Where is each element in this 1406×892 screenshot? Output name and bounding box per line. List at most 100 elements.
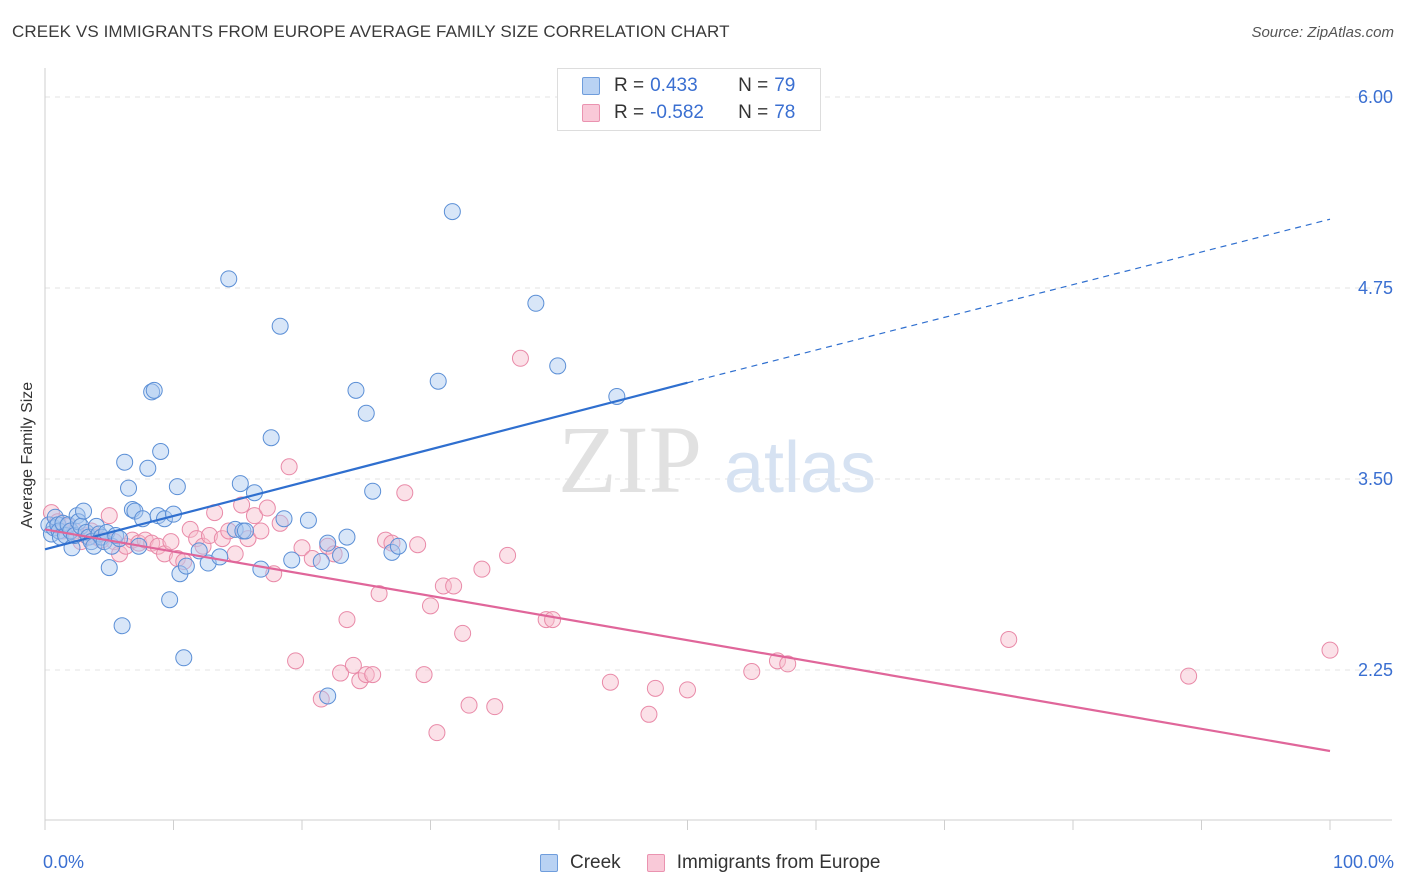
y-axis-label: Average Family Size	[19, 381, 36, 529]
europe-point	[779, 655, 797, 673]
series-legend: Creek Immigrants from Europe	[540, 852, 906, 874]
creek-point	[168, 478, 186, 496]
creek-point	[139, 459, 157, 477]
europe-point	[396, 484, 414, 502]
europe-point	[544, 611, 562, 629]
creek-point	[75, 502, 93, 520]
europe-point	[344, 656, 362, 674]
creek-point	[252, 560, 270, 578]
legend-creek-label: Creek	[570, 852, 621, 873]
europe-point	[445, 577, 463, 595]
europe-trend-line	[44, 528, 1331, 753]
series-creek-points	[40, 203, 626, 705]
europe-point	[364, 666, 382, 684]
europe-n-value: 78	[774, 102, 796, 123]
europe-point	[303, 549, 321, 567]
creek-n-label: N =	[738, 75, 769, 96]
creek-point	[231, 475, 249, 493]
creek-point	[338, 528, 356, 546]
creek-n-value: 79	[774, 75, 796, 96]
creek-point	[527, 294, 545, 312]
europe-point	[293, 539, 311, 557]
creek-point	[100, 559, 118, 577]
creek-point	[389, 537, 407, 555]
gridlines	[45, 96, 1392, 671]
europe-n-label: N =	[738, 102, 769, 123]
europe-point	[428, 724, 446, 742]
creek-point	[549, 357, 567, 375]
source-label: Source: ZipAtlas.com	[1251, 24, 1394, 41]
europe-point	[434, 577, 452, 595]
europe-point	[287, 652, 305, 670]
y-tick-label: 3.50	[1358, 469, 1393, 489]
europe-point	[280, 458, 298, 476]
europe-point	[422, 597, 439, 615]
creek-point	[364, 482, 382, 500]
europe-point	[181, 520, 199, 538]
creek-point	[443, 203, 461, 221]
europe-point	[499, 546, 517, 564]
creek-point	[116, 453, 134, 471]
europe-point	[252, 522, 270, 540]
creek-point	[319, 534, 337, 552]
legend-item-creek: Creek	[540, 852, 621, 874]
watermark-atlas: atlas	[724, 428, 876, 508]
correlation-legend: R = 0.433 N = 79 R = -0.582 N = 78	[557, 68, 821, 131]
creek-point	[120, 479, 138, 497]
creek-point	[143, 383, 161, 401]
creek-r-label: R =	[614, 75, 645, 96]
creek-point	[177, 557, 195, 575]
europe-point	[100, 507, 118, 525]
europe-point	[226, 545, 244, 563]
y-tick-labels: 2.25 3.50 4.75 6.00	[1358, 87, 1393, 680]
creek-point	[332, 546, 350, 564]
europe-point	[460, 696, 478, 714]
x-tick-max: 100.0%	[1332, 852, 1394, 872]
creek-point	[347, 381, 365, 399]
europe-point	[601, 673, 619, 691]
europe-point	[409, 536, 427, 554]
creek-legend-swatch-icon	[540, 854, 558, 872]
europe-r-value: -0.582	[650, 102, 704, 123]
creek-point	[275, 510, 293, 528]
europe-point	[415, 666, 433, 684]
europe-point	[233, 496, 251, 514]
creek-point	[152, 442, 170, 460]
europe-point	[486, 698, 504, 716]
creek-r-value: 0.433	[650, 75, 698, 96]
europe-point	[370, 585, 388, 603]
legend-row-creek: R = 0.433 N = 79	[582, 74, 795, 98]
creek-point	[175, 649, 193, 667]
europe-point	[511, 349, 529, 367]
creek-point	[429, 372, 447, 390]
watermark-zip: ZIP	[558, 406, 702, 513]
creek-point	[271, 317, 289, 335]
creek-swatch-icon	[582, 77, 600, 95]
creek-point	[319, 687, 337, 705]
europe-point	[258, 499, 276, 517]
creek-point	[357, 404, 375, 422]
creek-point	[283, 551, 301, 569]
europe-point	[245, 507, 263, 525]
europe-point	[338, 611, 356, 629]
europe-point	[1321, 641, 1339, 659]
europe-legend-swatch-icon	[646, 854, 665, 872]
creek-point	[211, 548, 229, 566]
x-tick-min: 0.0%	[43, 852, 85, 872]
legend-item-europe: Immigrants from Europe	[646, 852, 880, 874]
creek-point	[113, 617, 131, 635]
creek-point	[220, 270, 238, 288]
europe-swatch-icon	[582, 104, 600, 122]
creek-point	[161, 591, 179, 609]
europe-point	[220, 522, 238, 540]
europe-point	[640, 705, 658, 723]
creek-trend-extension	[687, 218, 1331, 384]
europe-point	[325, 545, 343, 563]
creek-point	[312, 553, 330, 571]
creek-point	[299, 511, 317, 529]
series-europe-points	[42, 349, 1339, 742]
creek-point	[262, 429, 280, 447]
europe-r-label: R =	[614, 102, 645, 123]
trend-lines	[44, 218, 1331, 753]
